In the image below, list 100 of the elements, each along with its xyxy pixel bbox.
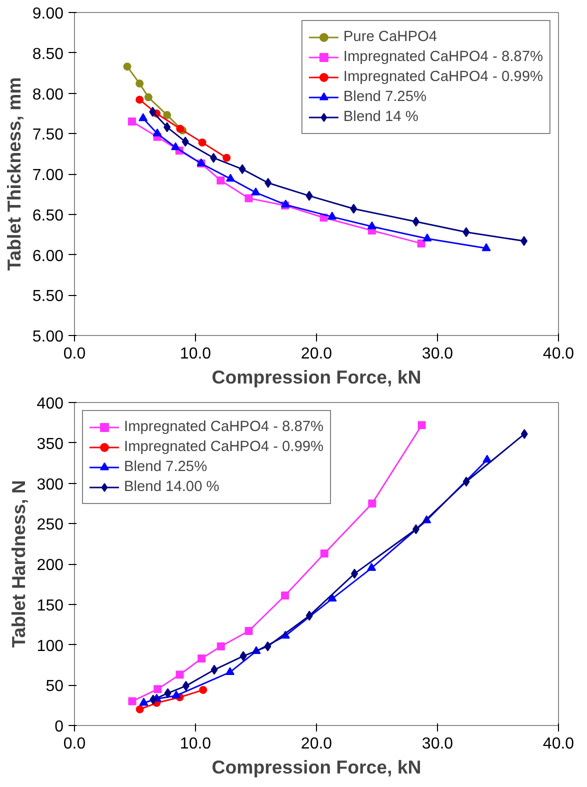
legend-label: Blend 7.25% — [124, 459, 208, 475]
point — [244, 194, 253, 202]
point — [367, 562, 376, 571]
x-tick-label: 0.0 — [63, 346, 86, 362]
point — [264, 641, 272, 652]
legend-label: Pure CaHPO4 — [343, 29, 438, 45]
y-tick-label: 8.50 — [32, 46, 64, 63]
y-tick-label: 7.00 — [32, 167, 64, 184]
point — [199, 686, 208, 694]
point — [417, 239, 426, 248]
point — [176, 124, 184, 133]
point — [128, 118, 136, 126]
point — [222, 154, 231, 162]
point — [520, 236, 528, 246]
point — [240, 651, 247, 662]
y-tick-label: 200 — [36, 557, 64, 574]
point — [136, 80, 144, 88]
y-tick-label: 350 — [36, 436, 64, 453]
point — [154, 685, 162, 694]
point — [238, 164, 246, 174]
point — [163, 111, 172, 120]
legend-label: Impregnated CaHPO4 - 0.99% — [343, 69, 543, 85]
x-tick-label: 40.0 — [542, 346, 574, 362]
point — [144, 93, 152, 102]
point — [198, 654, 206, 662]
point — [306, 190, 313, 201]
point — [139, 698, 148, 706]
y-tick-label: 9.00 — [32, 6, 64, 22]
y-tick-label: 6.00 — [32, 248, 64, 265]
point — [149, 106, 156, 117]
x-tick-label: 10.0 — [180, 346, 212, 362]
point — [216, 176, 225, 184]
y-tick-label: 5.00 — [32, 328, 64, 346]
point — [164, 122, 171, 132]
y-tick-label: 400 — [36, 396, 64, 412]
point — [418, 421, 426, 430]
x-tick-label: 20.0 — [300, 346, 332, 362]
y-tick-label: 50 — [46, 678, 64, 696]
x-tick-label: 40.0 — [542, 736, 574, 752]
x-tick-label: 30.0 — [422, 346, 454, 362]
x-tick-label: 20.0 — [300, 736, 332, 752]
point — [412, 524, 420, 534]
y-tick-label: 7.50 — [32, 126, 64, 144]
point — [328, 212, 337, 220]
y-tick-label: 250 — [36, 516, 64, 534]
point — [172, 690, 181, 698]
point — [306, 610, 313, 621]
point — [138, 113, 148, 122]
point — [482, 454, 492, 463]
point — [350, 568, 358, 579]
point — [462, 476, 470, 487]
point — [198, 138, 206, 146]
x-axis-title: Compression Force, kN — [212, 756, 422, 778]
point — [210, 664, 218, 675]
legend-label: Impregnated CaHPO4 - 0.99% — [124, 439, 324, 455]
point — [182, 136, 189, 147]
x-tick-label: 30.0 — [422, 736, 454, 752]
legend-label: Blend 14 % — [343, 109, 418, 125]
point — [123, 62, 132, 71]
point — [152, 128, 162, 136]
point — [210, 152, 218, 163]
point — [264, 178, 272, 188]
x-tick-label: 10.0 — [180, 736, 212, 752]
y-tick-label: 0 — [54, 718, 64, 736]
y-axis-title: Tablet Thickness, mm — [3, 77, 24, 271]
point — [226, 174, 235, 182]
point — [520, 428, 528, 439]
point — [412, 216, 420, 227]
y-tick-label: 8.00 — [32, 86, 64, 104]
point — [136, 96, 144, 104]
point — [320, 550, 328, 558]
point — [367, 221, 376, 230]
point — [244, 627, 253, 636]
point — [150, 694, 157, 705]
point — [216, 642, 225, 650]
legend-label: Blend 7.25% — [343, 89, 427, 105]
x-axis-title: Compression Force, kN — [212, 366, 422, 388]
point — [350, 204, 358, 214]
y-tick-label: 150 — [36, 597, 64, 614]
y-axis-title: Tablet Hardness, N — [8, 480, 29, 648]
point — [182, 680, 190, 691]
x-tick-label: 0.0 — [63, 736, 86, 752]
point — [462, 227, 470, 238]
point — [128, 697, 136, 706]
point — [176, 670, 184, 679]
legend-label: Impregnated CaHPO4 - 8.87% — [124, 419, 324, 435]
point — [281, 591, 290, 600]
legend-label: Impregnated CaHPO4 - 8.87% — [343, 49, 543, 65]
legend-label: Blend 14.00 % — [124, 479, 220, 495]
y-tick-label: 100 — [36, 638, 64, 655]
point — [251, 187, 260, 196]
y-tick-label: 6.50 — [32, 207, 64, 224]
y-tick-label: 300 — [36, 476, 64, 494]
point — [136, 705, 144, 714]
point — [482, 243, 491, 252]
point — [225, 667, 234, 676]
point — [164, 688, 172, 698]
y-tick-label: 5.50 — [32, 288, 64, 306]
point — [171, 142, 180, 150]
point — [422, 233, 432, 242]
